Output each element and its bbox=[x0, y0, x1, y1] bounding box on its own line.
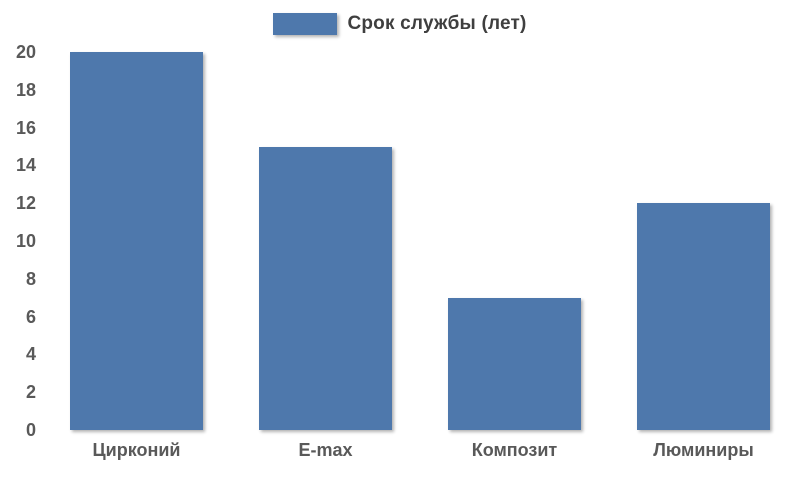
bar-цирконий bbox=[69, 52, 204, 430]
x-category-label: Люминиры bbox=[653, 440, 754, 460]
y-tick-label: 18 bbox=[15, 79, 36, 100]
y-tick-label: 16 bbox=[15, 117, 36, 138]
y-tick-label: 14 bbox=[15, 155, 36, 176]
y-tick-label: 2 bbox=[25, 382, 36, 403]
y-tick-label: 8 bbox=[25, 268, 36, 289]
bar-e-max bbox=[258, 146, 393, 430]
y-tick-label: 4 bbox=[25, 344, 36, 365]
x-axis: Цирконий E-max Композит Люминиры bbox=[42, 440, 798, 470]
legend-color-swatch bbox=[273, 13, 338, 35]
y-tick-label: 20 bbox=[15, 42, 36, 62]
y-tick-label: 12 bbox=[15, 193, 36, 214]
chart-legend: Срок службы (лет) bbox=[0, 10, 800, 38]
bar-композит bbox=[447, 297, 582, 430]
bar-люминиры bbox=[636, 203, 771, 430]
y-axis: 0 2 4 6 8 10 12 14 16 18 20 bbox=[0, 43, 36, 439]
x-category-label: Композит bbox=[471, 440, 558, 460]
legend-label: Срок службы (лет) bbox=[347, 13, 527, 34]
y-tick-label: 6 bbox=[25, 306, 36, 327]
y-tick-label: 10 bbox=[15, 231, 36, 251]
plot-area bbox=[42, 52, 798, 430]
x-category-label: Цирконий bbox=[92, 440, 181, 460]
x-category-label: E-max bbox=[298, 440, 353, 460]
y-tick-label: 0 bbox=[25, 420, 36, 440]
